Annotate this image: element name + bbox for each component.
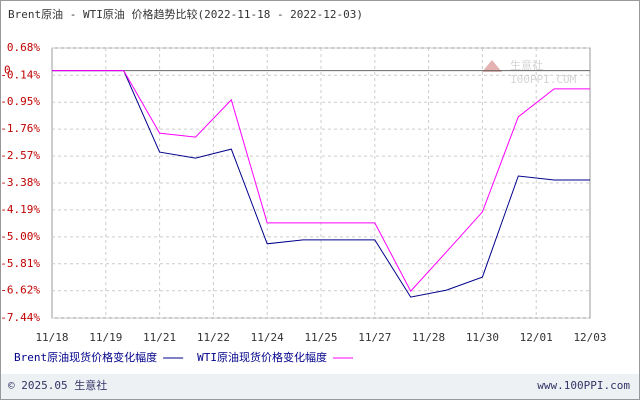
- y-tick-label: -3.38%: [0, 176, 40, 189]
- watermark-site: 100PPI.COM: [510, 73, 577, 86]
- footer-right: www.100PPI.com: [537, 379, 630, 392]
- x-tick-label: 11/21: [143, 331, 176, 344]
- y-tick-label: -6.62%: [0, 284, 40, 297]
- x-tick-label: 11/18: [35, 331, 68, 344]
- legend-label: Brent原油现货价格变化幅度: [14, 350, 157, 364]
- watermark-icon: [482, 60, 502, 72]
- y-tick-label: -1.76%: [0, 122, 40, 135]
- y-tick-label: -5.81%: [0, 257, 40, 270]
- baseline-label: 0: [4, 64, 11, 77]
- legend-label: WTI原油现货价格变化幅度: [197, 350, 327, 364]
- x-tick-label: 12/01: [520, 331, 553, 344]
- x-tick-label: 11/28: [412, 331, 445, 344]
- x-tick-label: 11/25: [304, 331, 337, 344]
- y-tick-label: -0.14%: [0, 68, 40, 81]
- x-tick-label: 11/24: [251, 331, 284, 344]
- y-tick-label: -0.95%: [0, 95, 40, 108]
- watermark-name: 生意社: [510, 58, 543, 72]
- x-tick-label: 11/30: [466, 331, 499, 344]
- chart-title: Brent原油 - WTI原油 价格趋势比较(2022-11-18 - 2022…: [8, 7, 363, 21]
- y-tick-label: -7.44%: [0, 311, 40, 324]
- y-tick-label: -4.19%: [0, 203, 40, 216]
- x-tick-label: 11/19: [89, 331, 122, 344]
- y-tick-label: -2.57%: [0, 149, 40, 162]
- x-tick-label: 12/03: [573, 331, 606, 344]
- series-line: [52, 70, 590, 298]
- x-tick-label: 11/22: [197, 331, 230, 344]
- series-line: [52, 70, 590, 292]
- footer-band: [1, 374, 639, 399]
- y-tick-label: -5.00%: [0, 230, 40, 243]
- x-tick-label: 11/27: [358, 331, 391, 344]
- y-tick-label: 0.68%: [7, 41, 40, 54]
- footer-left: © 2025.05 生意社: [8, 378, 107, 392]
- watermark: 生意社 100PPI.COM: [482, 58, 577, 86]
